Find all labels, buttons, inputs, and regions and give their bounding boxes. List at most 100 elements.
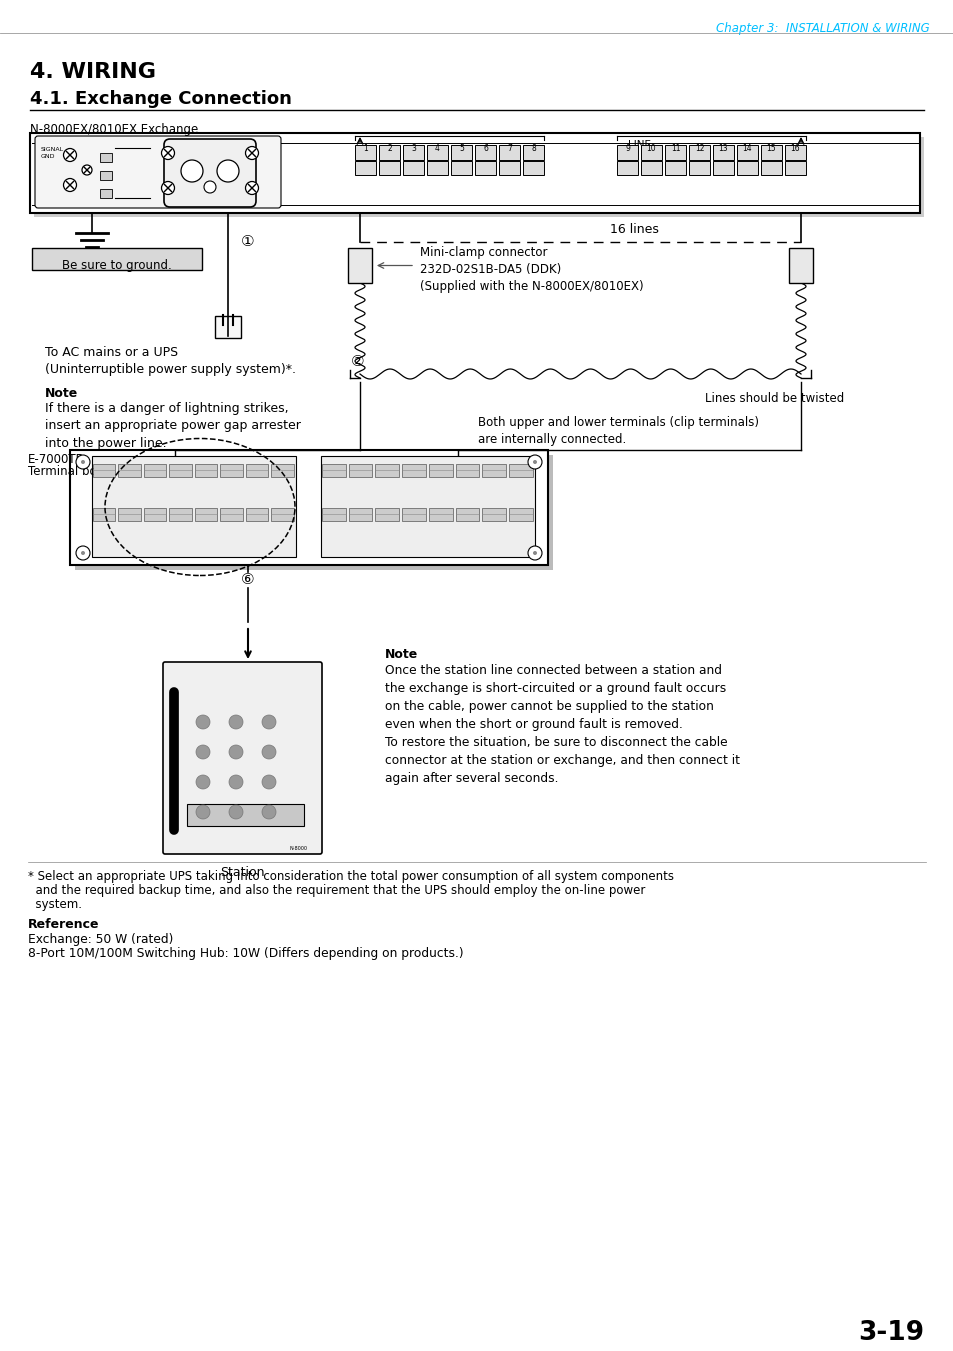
Bar (402, 508, 426, 521)
Bar (402, 161, 423, 176)
Text: 2: 2 (387, 145, 392, 153)
Bar (664, 145, 685, 159)
Circle shape (81, 551, 85, 555)
Bar (92, 508, 115, 521)
Bar (378, 145, 399, 159)
Bar (355, 161, 375, 176)
Bar (272, 463, 294, 477)
Bar (760, 145, 781, 159)
Bar (118, 508, 141, 521)
Bar (170, 463, 192, 477)
Bar (737, 145, 758, 159)
Text: To AC mains or a UPS
(Uninterruptible power supply system)*.: To AC mains or a UPS (Uninterruptible po… (45, 346, 295, 376)
Text: 7: 7 (507, 145, 512, 153)
Circle shape (229, 775, 243, 789)
Bar (427, 161, 448, 176)
Text: 12: 12 (694, 145, 703, 153)
Bar (688, 161, 709, 176)
Text: Note: Note (385, 648, 417, 661)
Text: N-8000EX/8010EX Exchange: N-8000EX/8010EX Exchange (30, 123, 198, 136)
Text: 1: 1 (363, 145, 368, 153)
Circle shape (161, 181, 174, 195)
Bar (187, 804, 304, 825)
Circle shape (81, 459, 85, 463)
Bar (220, 508, 243, 521)
Bar (429, 508, 453, 521)
Text: 6: 6 (482, 145, 487, 153)
Text: 9: 9 (624, 145, 629, 153)
Bar (451, 145, 472, 159)
Text: 3-19: 3-19 (857, 1320, 923, 1346)
Text: * Select an appropriate UPS taking into consideration the total power consumptio: * Select an appropriate UPS taking into … (28, 870, 673, 884)
Circle shape (195, 775, 210, 789)
Bar (664, 161, 685, 176)
Bar (144, 508, 167, 521)
Bar (194, 508, 217, 521)
Bar (482, 508, 506, 521)
Bar (475, 145, 496, 159)
Bar (509, 508, 533, 521)
Bar (617, 145, 638, 159)
Bar (640, 161, 661, 176)
Circle shape (204, 181, 215, 193)
Text: ②: ② (351, 354, 364, 369)
Text: GND: GND (41, 154, 55, 159)
Text: If there is a danger of lightning strikes,
insert an appropriate power gap arres: If there is a danger of lightning strike… (45, 403, 300, 450)
Bar (788, 249, 812, 282)
Bar (75, 455, 553, 570)
Bar (402, 463, 426, 477)
Text: 16: 16 (790, 145, 800, 153)
Bar (522, 145, 543, 159)
Text: 5: 5 (458, 145, 463, 153)
Bar (91, 457, 295, 557)
Bar (784, 145, 805, 159)
Circle shape (527, 455, 541, 469)
Circle shape (76, 455, 90, 469)
Text: N-8000: N-8000 (290, 846, 308, 851)
Bar (34, 136, 923, 218)
Bar (688, 145, 709, 159)
Bar (375, 508, 399, 521)
Text: SIGNAL: SIGNAL (41, 147, 64, 153)
Circle shape (229, 805, 243, 819)
Circle shape (195, 805, 210, 819)
Text: Station: Station (219, 866, 264, 880)
Text: 11: 11 (670, 145, 679, 153)
Text: 14: 14 (741, 145, 752, 153)
Bar (322, 508, 345, 521)
Text: E-7000TB: E-7000TB (28, 453, 85, 466)
Circle shape (216, 159, 239, 182)
Bar (349, 463, 372, 477)
Text: Exchange: 50 W (rated): Exchange: 50 W (rated) (28, 934, 173, 946)
Text: Reference: Reference (28, 917, 99, 931)
Bar (760, 161, 781, 176)
Bar (429, 463, 453, 477)
Bar (522, 161, 543, 176)
Bar (402, 145, 423, 159)
Bar (100, 172, 112, 180)
Text: 8-Port 10M/100M Switching Hub: 10W (Differs depending on products.): 8-Port 10M/100M Switching Hub: 10W (Diff… (28, 947, 463, 961)
Bar (712, 145, 733, 159)
Circle shape (161, 146, 174, 159)
Bar (451, 161, 472, 176)
Bar (144, 463, 167, 477)
Circle shape (262, 715, 275, 730)
Bar (272, 508, 294, 521)
Circle shape (533, 459, 537, 463)
Text: 10: 10 (646, 145, 656, 153)
Bar (246, 463, 268, 477)
Text: and the required backup time, and also the requirement that the UPS should emplo: and the required backup time, and also t… (28, 884, 644, 897)
Bar (475, 161, 496, 176)
Circle shape (195, 744, 210, 759)
Text: Once the station line connected between a station and
the exchange is short-circ: Once the station line connected between … (385, 663, 740, 785)
Bar (456, 508, 479, 521)
Bar (456, 463, 479, 477)
Bar (498, 161, 519, 176)
Bar (92, 463, 115, 477)
Text: 4: 4 (435, 145, 439, 153)
Bar (220, 463, 243, 477)
Circle shape (195, 715, 210, 730)
Circle shape (533, 551, 537, 555)
Bar (320, 457, 535, 557)
Circle shape (262, 805, 275, 819)
